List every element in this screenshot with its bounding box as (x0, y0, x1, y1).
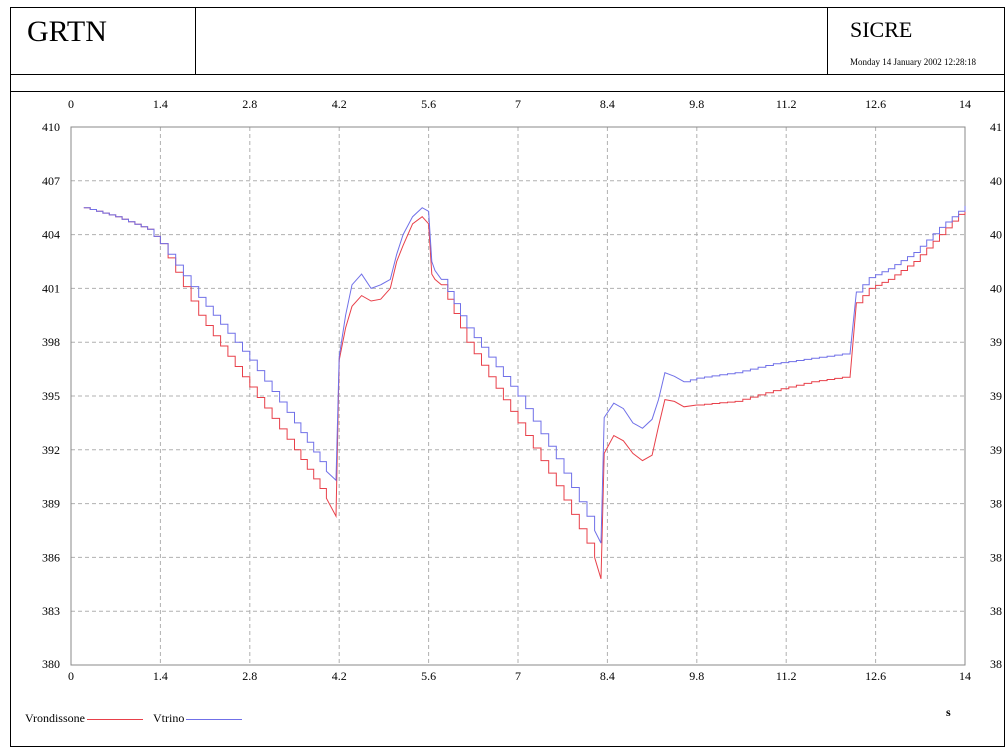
x-tick-label-bottom: 2.8 (242, 669, 257, 683)
x-tick-label-top: 11.2 (776, 97, 797, 111)
header-divider-left (195, 7, 196, 74)
series-layer (83, 205, 966, 580)
x-tick-label-top: 14 (959, 97, 971, 111)
x-tick-label-top: 1.4 (153, 97, 168, 111)
x-tick-label-top: 8.4 (600, 97, 615, 111)
x-tick-label-top: 2.8 (242, 97, 257, 111)
y-tick-label-right: 41 (990, 120, 1002, 134)
x-tick-label-top: 9.8 (689, 97, 704, 111)
y-tick-label-right: 39 (990, 443, 1002, 457)
y-tick-label-left: 410 (42, 120, 60, 134)
y-tick-label-right: 38 (990, 497, 1002, 511)
y-tick-label-left: 383 (42, 604, 60, 618)
x-tick-label-bottom: 12.6 (865, 669, 886, 683)
x-tick-label-bottom: 11.2 (776, 669, 797, 683)
x-tick-label-bottom: 4.2 (332, 669, 347, 683)
series-line-vrondissone (83, 207, 966, 580)
x-tick-label-bottom: 7 (515, 669, 521, 683)
legend-entry-vrondissone: Vrondissone (25, 711, 143, 725)
y-tick-label-right: 38 (990, 604, 1002, 618)
y-tick-label-right: 40 (990, 174, 1002, 188)
y-tick-label-right: 38 (990, 550, 1002, 564)
legend-swatch (186, 718, 243, 720)
series-line-vtrino (83, 205, 966, 544)
grid (71, 127, 965, 665)
x-tick-label-top: 4.2 (332, 97, 347, 111)
header-bottom-rule (10, 74, 1005, 75)
y-tick-label-left: 380 (42, 657, 60, 671)
y-tick-label-left: 401 (42, 281, 60, 295)
x-tick-label-bottom: 5.6 (421, 669, 436, 683)
y-tick-label-left: 392 (42, 443, 60, 457)
x-tick-label-bottom: 9.8 (689, 669, 704, 683)
legend-label: Vtrino (153, 711, 185, 725)
y-tick-label-right: 39 (990, 335, 1002, 349)
y-tick-label-left: 389 (42, 497, 60, 511)
y-tick-label-right: 40 (990, 228, 1002, 242)
y-tick-label-left: 404 (42, 228, 60, 242)
y-tick-label-right: 39 (990, 389, 1002, 403)
chart-window-frame (10, 7, 1005, 747)
x-tick-label-top: 0 (68, 97, 74, 111)
toolbar-bottom-rule (10, 91, 1005, 92)
x-tick-label-bottom: 8.4 (600, 669, 615, 683)
system-title: SICRE (850, 17, 913, 42)
header-divider-right (827, 7, 828, 74)
timestamp: Monday 14 January 2002 12:28:18 (850, 57, 976, 67)
x-tick-label-top: 7 (515, 97, 521, 111)
y-tick-label-right: 38 (990, 657, 1002, 671)
legend-label: Vrondissone (25, 711, 85, 725)
y-tick-label-left: 386 (42, 550, 60, 564)
y-tick-label-left: 407 (42, 174, 60, 188)
x-tick-label-bottom: 0 (68, 669, 74, 683)
x-tick-label-bottom: 1.4 (153, 669, 168, 683)
legend-swatch (86, 718, 143, 720)
y-tick-label-right: 40 (990, 281, 1002, 295)
plot-area (70, 126, 966, 666)
x-tick-label-top: 12.6 (865, 97, 886, 111)
y-tick-label-left: 395 (42, 389, 60, 403)
legend-entry-vtrino: Vtrino (153, 711, 243, 725)
x-axis-unit-label: s (946, 705, 951, 719)
app-title: GRTN (27, 15, 107, 48)
tick-labels: 0 0 1.4 1.4 2.8 2.8 4.2 4.2 5.6 5.6 7 7 8.4 8.4 9.8 9.8… (42, 97, 1002, 683)
y-tick-label-left: 398 (42, 335, 60, 349)
x-tick-label-bottom: 14 (959, 669, 971, 683)
x-tick-label-top: 5.6 (421, 97, 436, 111)
